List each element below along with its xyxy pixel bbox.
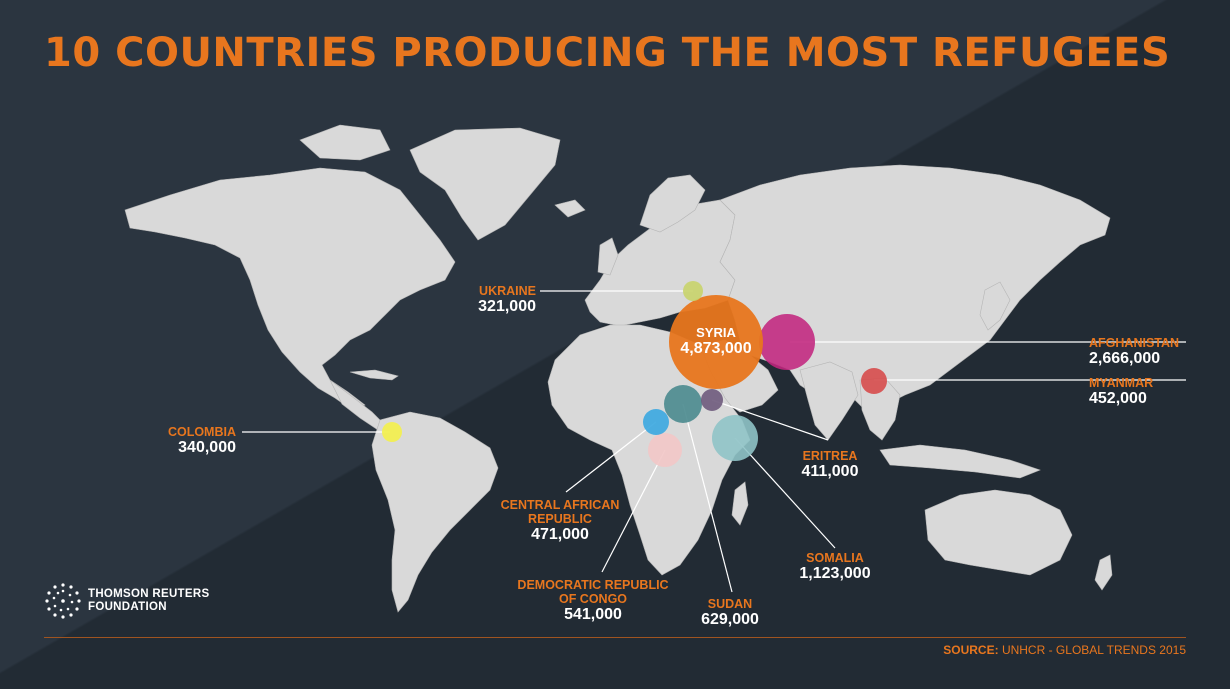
land-indonesia xyxy=(879,444,1041,479)
logo-line1: THOMSON REUTERS xyxy=(88,588,210,600)
source-credit: SOURCE: UNHCR - GLOBAL TRENDS 2015 xyxy=(943,643,1186,657)
thomson-reuters-logo-icon xyxy=(45,583,81,619)
leader-sudan xyxy=(682,403,733,593)
label-somalia-value: 1,123,000 xyxy=(799,565,871,582)
label-car-name-line2: REPUBLIC xyxy=(528,512,592,526)
leader-drc xyxy=(601,449,666,573)
leader-lines xyxy=(242,290,1186,593)
bubble-somalia xyxy=(712,415,758,461)
refugee-bubbles xyxy=(382,281,887,467)
land-caribbean xyxy=(349,369,399,381)
land-se-asia xyxy=(859,377,901,441)
label-myanmar: MYANMAR 452,000 xyxy=(1089,376,1199,408)
label-sudan-value: 629,000 xyxy=(701,611,759,628)
label-sudan: SUDAN 629,000 xyxy=(685,597,775,629)
footer-divider xyxy=(44,637,1186,638)
land-north-america xyxy=(124,167,456,411)
label-car-value: 471,000 xyxy=(531,526,589,543)
source-label: SOURCE: xyxy=(943,643,999,657)
label-ukraine: UKRAINE 321,000 xyxy=(440,284,536,316)
land-new-zealand xyxy=(1094,554,1113,591)
label-colombia: COLOMBIA 340,000 xyxy=(140,425,236,457)
label-car: CENTRAL AFRICAN REPUBLIC 471,000 xyxy=(490,498,630,544)
land-japan xyxy=(979,281,1011,331)
logo-line2: FOUNDATION xyxy=(88,601,167,613)
land-india xyxy=(799,361,859,441)
label-drc-value: 541,000 xyxy=(564,606,622,623)
source-text: UNHCR - GLOBAL TRENDS 2015 xyxy=(1001,643,1186,657)
label-somalia: SOMALIA 1,123,000 xyxy=(785,551,885,583)
label-colombia-name: COLOMBIA xyxy=(167,425,236,439)
land-uk xyxy=(597,237,619,276)
label-eritrea-value: 411,000 xyxy=(801,463,859,480)
page-title: 10 COUNTRIES PRODUCING THE MOST REFUGEES xyxy=(44,30,1171,76)
land-asia xyxy=(719,164,1111,416)
land-south-america xyxy=(371,411,499,613)
bubble-drc xyxy=(648,433,682,467)
label-syria-value: 4,873,000 xyxy=(680,340,752,357)
leader-car xyxy=(565,421,657,493)
label-eritrea: ERITREA 411,000 xyxy=(785,449,875,481)
bubble-eritrea xyxy=(701,389,723,411)
leader-somalia xyxy=(734,437,836,549)
land-scandinavia xyxy=(639,174,706,233)
label-syria: SYRIA 4,873,000 xyxy=(672,325,760,358)
label-sudan-name: SUDAN xyxy=(707,597,753,611)
land-australia xyxy=(924,489,1073,576)
label-somalia-name: SOMALIA xyxy=(806,551,864,565)
logo-text: THOMSON REUTERS FOUNDATION xyxy=(88,588,209,614)
land-arctic-islands xyxy=(299,124,391,161)
bubble-ukraine xyxy=(683,281,703,301)
bubble-car xyxy=(643,409,669,435)
land-greenland xyxy=(409,127,561,241)
land-iceland xyxy=(554,199,586,218)
bubble-myanmar xyxy=(861,368,887,394)
label-ukraine-name: UKRAINE xyxy=(479,284,536,298)
bubble-afghanistan xyxy=(759,314,815,370)
leader-eritrea xyxy=(711,399,829,441)
label-afghanistan: AFGHANISTAN 2,666,000 xyxy=(1089,336,1199,368)
label-ukraine-value: 321,000 xyxy=(478,298,536,315)
land-madagascar xyxy=(731,481,749,526)
land-central-america xyxy=(329,379,386,431)
label-drc-name-line1: DEMOCRATIC REPUBLIC xyxy=(517,578,669,592)
label-colombia-value: 340,000 xyxy=(178,439,236,456)
label-afghanistan-value: 2,666,000 xyxy=(1089,350,1161,367)
label-drc-name-line2: OF CONGO xyxy=(558,592,628,606)
bubble-colombia xyxy=(382,422,402,442)
label-myanmar-name: MYANMAR xyxy=(1089,376,1154,390)
bubble-syria xyxy=(669,295,763,389)
label-car-name-line1: CENTRAL AFRICAN xyxy=(500,498,620,512)
label-syria-name: SYRIA xyxy=(696,325,736,340)
label-eritrea-name: ERITREA xyxy=(802,449,858,463)
label-afghanistan-name: AFGHANISTAN xyxy=(1089,336,1180,350)
label-drc: DEMOCRATIC REPUBLIC OF CONGO 541,000 xyxy=(508,578,678,624)
bubble-sudan xyxy=(664,385,702,423)
label-myanmar-value: 452,000 xyxy=(1089,390,1147,407)
